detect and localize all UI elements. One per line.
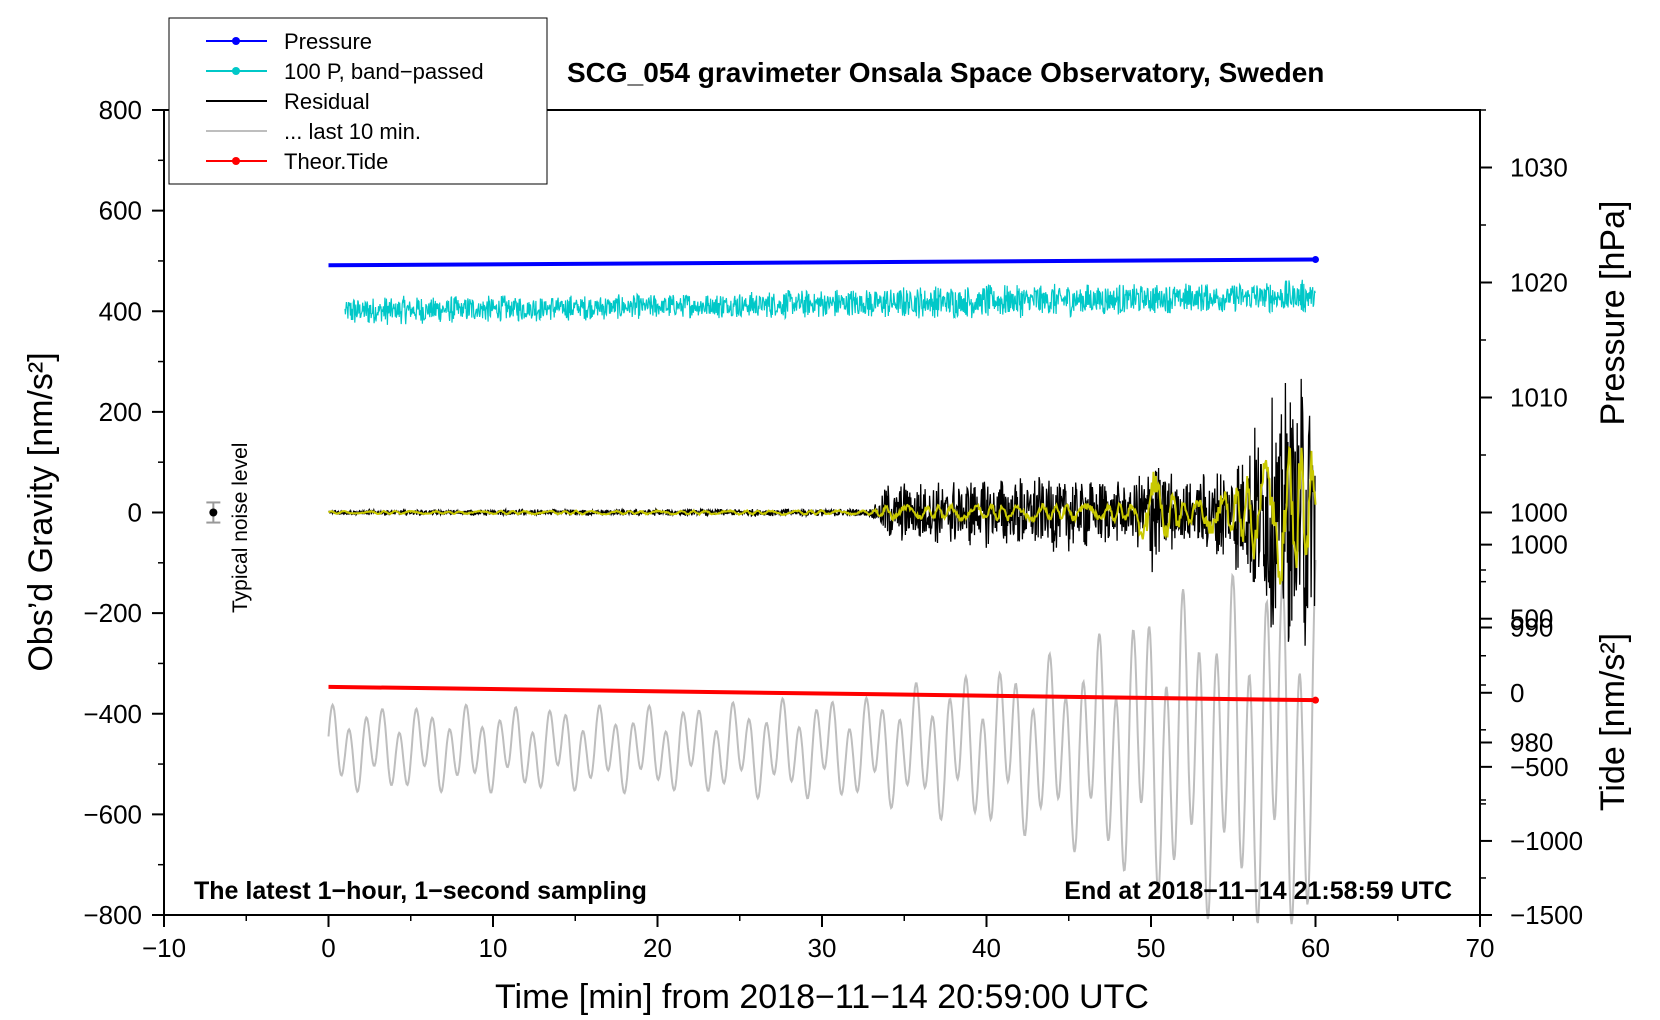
legend-label: 100 P, band−passed xyxy=(284,59,484,84)
y-tick-label: −800 xyxy=(83,900,142,930)
y-axis-label-left: Obs’d Gravity [nm/s²] xyxy=(22,352,60,671)
tide-tick-label: 1000 xyxy=(1510,530,1568,560)
noise-label: Typical noise level xyxy=(229,443,252,613)
sampling-note: The latest 1−hour, 1−second sampling xyxy=(194,877,647,905)
tide-tick-label: 0 xyxy=(1510,678,1524,708)
legend-label: ... last 10 min. xyxy=(284,119,421,144)
pressure-tick-label: 1030 xyxy=(1510,153,1568,183)
tide-tick-label: −500 xyxy=(1510,752,1569,782)
x-tick-label: −10 xyxy=(142,933,186,963)
y-axis-label-tide: Tide [nm/s²] xyxy=(1594,633,1632,811)
pressure-tick-label: 1010 xyxy=(1510,383,1568,413)
y-tick-label: −200 xyxy=(83,598,142,628)
y-tick-label: 800 xyxy=(99,95,142,125)
series-pressure-end-marker xyxy=(1312,256,1319,263)
plot-lines xyxy=(327,256,1319,925)
series-tide xyxy=(328,684,1316,703)
x-tick-label: 0 xyxy=(321,933,335,963)
pressure-tick-label: 1020 xyxy=(1510,268,1568,298)
series-tide-end-marker xyxy=(1312,696,1319,704)
legend: Pressure 100 P, band−passed Residual ... la… xyxy=(168,17,548,185)
end-time-note: End at 2018−11−14 21:58:59 UTC xyxy=(1064,877,1452,905)
legend-label: Theor.Tide xyxy=(284,149,388,174)
series-pressure xyxy=(328,257,1316,268)
y-tick-label: 200 xyxy=(99,397,142,427)
pressure-tick-label: 1000 xyxy=(1510,498,1568,528)
x-tick-label: 40 xyxy=(972,933,1001,963)
noise-bar xyxy=(206,501,221,524)
legend-marker xyxy=(232,67,240,75)
pressure-tick-label: 980 xyxy=(1510,728,1553,758)
tide-tick-label: 500 xyxy=(1510,604,1553,634)
x-tick-label: 70 xyxy=(1466,933,1495,963)
legend-label: Pressure xyxy=(284,29,372,54)
series-residual xyxy=(328,378,1316,646)
x-tick-label: 60 xyxy=(1301,933,1330,963)
x-axis-label: Time [min] from 2018−11−14 20:59:00 UTC xyxy=(495,978,1149,1016)
series-residual-smoothed xyxy=(327,445,1317,585)
pressure-tick-label: 990 xyxy=(1510,613,1553,643)
legend-marker xyxy=(232,37,240,45)
noise-bar-point xyxy=(209,508,218,517)
series-last-10-min xyxy=(327,559,1317,925)
legend-label: Residual xyxy=(284,89,370,114)
series-band-passed xyxy=(344,279,1316,325)
x-tick-label: 10 xyxy=(479,933,508,963)
x-tick-label: 20 xyxy=(643,933,672,963)
y-tick-label: 600 xyxy=(99,196,142,226)
x-tick-label: 30 xyxy=(808,933,837,963)
tide-tick-label: −1500 xyxy=(1510,900,1583,930)
axis-ticks: −10 0 10 20 30 40 50 60 708006004002000−200−400−… xyxy=(83,95,1583,963)
y-tick-label: 0 xyxy=(128,498,142,528)
chart-title: SCG_054 gravimeter Onsala Space Observat… xyxy=(567,57,1324,88)
legend-marker xyxy=(232,157,240,165)
y-tick-label: −600 xyxy=(83,799,142,829)
x-tick-label: 50 xyxy=(1137,933,1166,963)
tide-tick-label: −1000 xyxy=(1510,826,1583,856)
y-tick-label: 400 xyxy=(99,296,142,326)
y-axis-label-pressure: Pressure [hPa] xyxy=(1594,201,1632,426)
y-tick-label: −400 xyxy=(83,699,142,729)
